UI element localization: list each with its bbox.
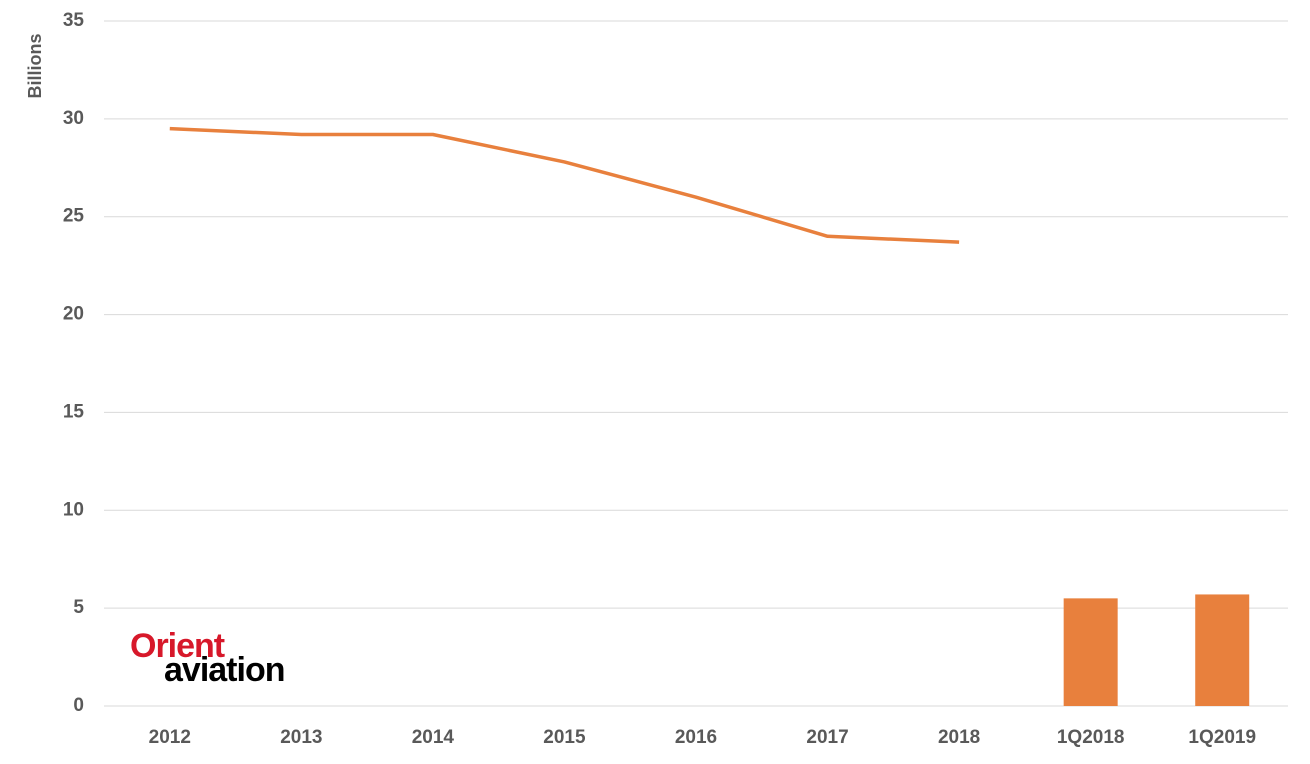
line [169, 126, 960, 244]
x-tick-label: 2015 [543, 727, 586, 748]
x-tick-label: 2014 [412, 727, 455, 748]
logo-line1: Orient [130, 627, 225, 665]
y-tick-label: 0 [73, 695, 84, 716]
y-tick-label: 35 [63, 10, 85, 31]
y-tick-label: 15 [63, 401, 85, 422]
x-tick-label: 2013 [280, 727, 322, 748]
logo-line2: aviation [164, 651, 284, 689]
x-tick-label: 2017 [806, 727, 848, 748]
y-tick-label: 5 [73, 597, 84, 618]
bar [1195, 594, 1250, 706]
y-tick-label: 30 [63, 108, 84, 129]
y-axis-label: Billions [25, 33, 45, 98]
x-tick-label: 2012 [149, 727, 191, 748]
x-tick-label: 1Q2019 [1188, 727, 1256, 748]
y-tick-label: 20 [63, 304, 84, 325]
x-tick-label: 2018 [938, 727, 980, 748]
y-tick-label: 25 [63, 206, 85, 227]
x-tick-label: 1Q2018 [1057, 727, 1125, 748]
y-tick-label: 10 [63, 499, 84, 520]
x-tick-label: 2016 [675, 727, 717, 748]
logo: Orient aviation [130, 627, 285, 689]
bar [1063, 598, 1118, 706]
